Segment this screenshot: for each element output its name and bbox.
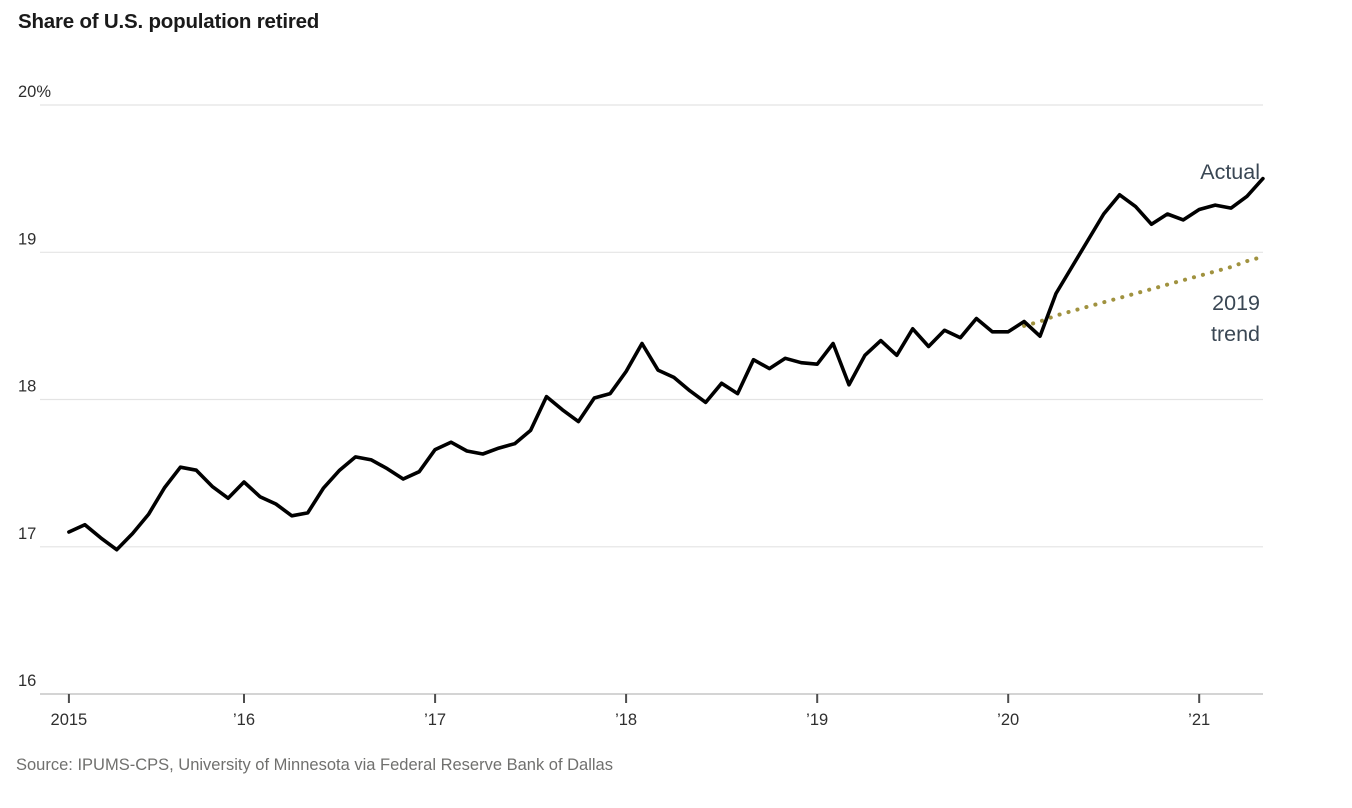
- y-tick-label: 16: [18, 672, 36, 690]
- x-tick-label: ’18: [615, 711, 637, 729]
- actual-series-label: Actual: [1200, 160, 1260, 184]
- x-tick-label: ’17: [424, 711, 446, 729]
- x-tick-label: 2015: [51, 711, 88, 729]
- source-note: Source: IPUMS-CPS, University of Minneso…: [16, 756, 613, 774]
- x-tick-label: ’20: [997, 711, 1019, 729]
- trend-series-label-line1: 2019: [1212, 291, 1260, 315]
- x-axis-layer: 2015 ’16 ’17 ’18 ’19 ’20 ’21: [51, 694, 1210, 729]
- y-tick-label: 17: [18, 525, 36, 543]
- x-tick-label: ’19: [806, 711, 828, 729]
- x-tick-label: ’21: [1188, 711, 1210, 729]
- trend-series-label: 2019 trend: [1211, 288, 1260, 350]
- line-chart: 20% 19 18 17 16 2015 ’16 ’17 ’18 ’19 ’20 ’21: [18, 83, 1265, 729]
- chart-title: Share of U.S. population retired: [18, 10, 320, 33]
- y-tick-label: 18: [18, 378, 36, 396]
- actual-line: [67, 176, 1265, 552]
- gridlines-layer: 20% 19 18 17 16: [18, 83, 1263, 695]
- y-tick-label: 19: [18, 230, 36, 248]
- y-tick-label: 20%: [18, 83, 51, 101]
- x-tick-label: ’16: [233, 711, 255, 729]
- trend-series-label-line2: trend: [1210, 322, 1260, 347]
